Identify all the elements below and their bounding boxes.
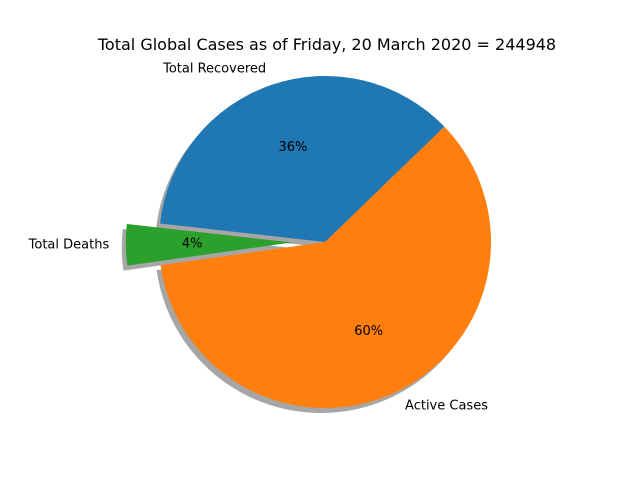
pie-slice-layer xyxy=(125,76,492,409)
pie-slice-active-cases xyxy=(160,126,492,409)
slice-label-active-cases: Active Cases xyxy=(405,399,488,414)
slice-label-total-deaths: Total Deaths xyxy=(28,238,110,253)
slice-percent-total-deaths: 4% xyxy=(182,236,203,251)
chart-title: Total Global Cases as of Friday, 20 Marc… xyxy=(97,35,556,54)
pie-slice-total-recovered xyxy=(160,76,445,242)
pie-label-layer: Total Recovered 36% Total Deaths 4% Active C… xyxy=(28,62,489,414)
slice-label-total-recovered: Total Recovered xyxy=(162,62,266,77)
slice-percent-active-cases: 60% xyxy=(354,324,383,339)
pie-slice-total-deaths xyxy=(125,223,292,266)
slice-percent-total-recovered: 36% xyxy=(278,140,307,155)
